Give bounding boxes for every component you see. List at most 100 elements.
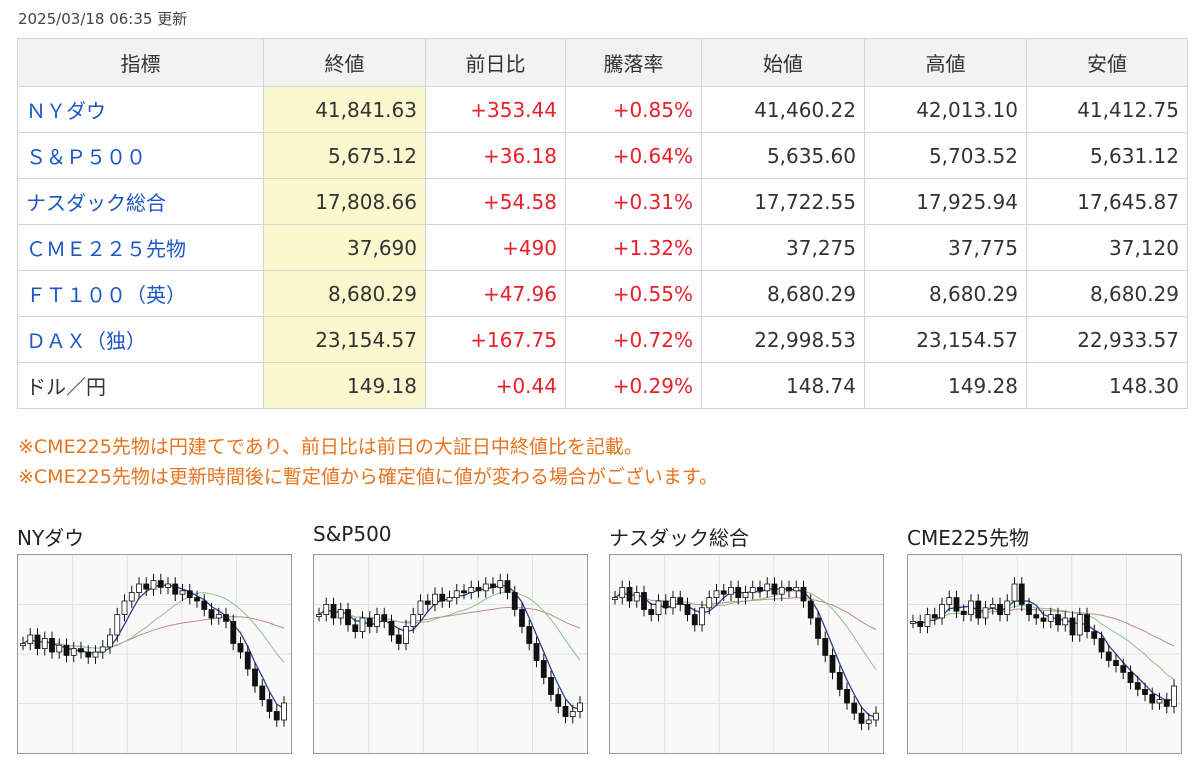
mini-candlestick-chart[interactable] — [609, 554, 884, 754]
chart-svg — [610, 555, 883, 753]
candle-body — [648, 609, 655, 615]
candle-body — [713, 590, 720, 598]
candle-body — [1004, 600, 1011, 616]
candle-body — [577, 702, 583, 712]
index-name-3[interactable]: ＣＭＥ２２５先物 — [17, 224, 264, 271]
change-rate-value: +0.31% — [565, 178, 702, 225]
candle-body — [1091, 631, 1098, 639]
change-rate-value: +0.72% — [565, 316, 702, 363]
index-name-0[interactable]: ＮＹダウ — [17, 86, 264, 133]
chart-svg — [908, 555, 1181, 753]
candle-body — [461, 590, 467, 594]
candle-body — [633, 592, 640, 602]
candle-body — [924, 614, 931, 627]
candle-body — [612, 597, 618, 600]
candle-body — [519, 609, 525, 627]
candle-body — [99, 646, 106, 653]
candle-body — [194, 597, 200, 602]
open-value: 37,275 — [701, 224, 865, 271]
candle-body — [778, 587, 785, 595]
candle-body — [562, 705, 569, 717]
change-rate-value: +1.32% — [565, 224, 702, 271]
high-value: 149.28 — [864, 362, 1027, 409]
high-value: 42,013.10 — [864, 86, 1027, 133]
candle-body — [150, 580, 157, 590]
candle-body — [569, 711, 576, 717]
chart-title: S&P500 — [313, 522, 392, 546]
open-value: 41,460.22 — [701, 86, 865, 133]
candle-body — [1105, 651, 1112, 661]
candle-body — [1113, 660, 1119, 666]
table-row: ＣＭＥ２２５先物 37,690 +490 +1.32% 37,275 37,775 37,1… — [17, 224, 1188, 271]
chart-title: NYダウ — [17, 526, 85, 550]
candle-body — [1033, 614, 1040, 619]
candle-body — [85, 651, 92, 658]
candle-body — [735, 587, 742, 599]
high-value: 23,154.57 — [864, 316, 1027, 363]
note-line: ※CME225先物は円建てであり、前日比は前日の大証日中終値比を記載。 — [18, 436, 643, 458]
mini-candlestick-chart[interactable] — [17, 554, 292, 754]
candle-body — [960, 610, 967, 616]
candle-body — [70, 648, 77, 656]
table-header-row: 指標 終値 前日比 騰落率 始値 高値 安値 — [17, 38, 1188, 87]
chart-title: ナスダック総合 — [609, 526, 749, 550]
table-row: ＦＴ１００（英） 8,680.29 +47.96 +0.55% 8,680.29 8,68… — [17, 270, 1188, 317]
candle-body — [1011, 583, 1018, 602]
candle-body — [92, 651, 99, 658]
change-value: +353.44 — [425, 86, 566, 133]
candle-body — [822, 638, 829, 656]
candle-body — [468, 587, 475, 593]
low-value: 5,631.12 — [1026, 132, 1188, 179]
candle-body — [475, 587, 482, 592]
candle-body — [691, 614, 698, 626]
candle-body — [684, 604, 691, 616]
candle-body — [439, 593, 446, 602]
candle-body — [865, 719, 872, 724]
candle-body — [662, 600, 669, 609]
candle-body — [388, 621, 395, 636]
candle-body — [511, 592, 518, 610]
candle-body — [982, 607, 989, 619]
candle-body — [939, 604, 945, 619]
candle-body — [446, 597, 453, 602]
index-name-1[interactable]: Ｓ＆Ｐ５００ — [17, 132, 264, 179]
header-indicator: 指標 — [17, 38, 264, 87]
index-name-5[interactable]: ＤＡＸ（独） — [17, 316, 264, 363]
table-row: ドル／円 149.18 +0.44 +0.29% 148.74 149.28 148.30 — [17, 362, 1188, 409]
candle-body — [728, 587, 734, 595]
candle-body — [742, 592, 749, 598]
low-value: 37,120 — [1026, 224, 1188, 271]
candle-body — [179, 590, 186, 595]
candle-body — [128, 592, 135, 602]
candle-body — [720, 590, 727, 595]
candle-body — [20, 643, 26, 646]
candle-body — [706, 597, 713, 609]
candle-body — [677, 597, 684, 605]
header-low: 安値 — [1026, 38, 1188, 87]
candle-body — [337, 609, 344, 619]
candle-body — [1127, 672, 1134, 684]
moving-average-line — [614, 588, 877, 719]
candle-body — [417, 600, 424, 616]
high-value: 5,703.52 — [864, 132, 1027, 179]
table-row: Ｓ＆Ｐ５００ 5,675.12 +36.18 +0.64% 5,635.60 5,703.… — [17, 132, 1188, 179]
mini-candlestick-chart[interactable] — [907, 554, 1182, 754]
index-name-4[interactable]: ＦＴ１００（英） — [17, 270, 264, 317]
index-name-2[interactable]: ナスダック総合 — [17, 178, 264, 225]
change-value: +0.44 — [425, 362, 566, 409]
open-value: 22,998.53 — [701, 316, 865, 363]
low-value: 148.30 — [1026, 362, 1188, 409]
candle-body — [244, 651, 251, 670]
note-line: ※CME225先物は更新時間後に暫定値から確定値に値が変わる場合がございます。 — [18, 466, 718, 488]
candle-body — [56, 644, 63, 653]
candle-body — [786, 587, 792, 592]
header-change-rate: 騰落率 — [565, 38, 702, 87]
close-value: 149.18 — [263, 362, 426, 409]
chart-svg — [314, 555, 587, 753]
candle-body — [316, 614, 322, 617]
low-value: 22,933.57 — [1026, 316, 1188, 363]
candle-body — [186, 590, 193, 598]
candle-body — [374, 614, 380, 627]
mini-candlestick-chart[interactable] — [313, 554, 588, 754]
candle-body — [345, 609, 351, 626]
